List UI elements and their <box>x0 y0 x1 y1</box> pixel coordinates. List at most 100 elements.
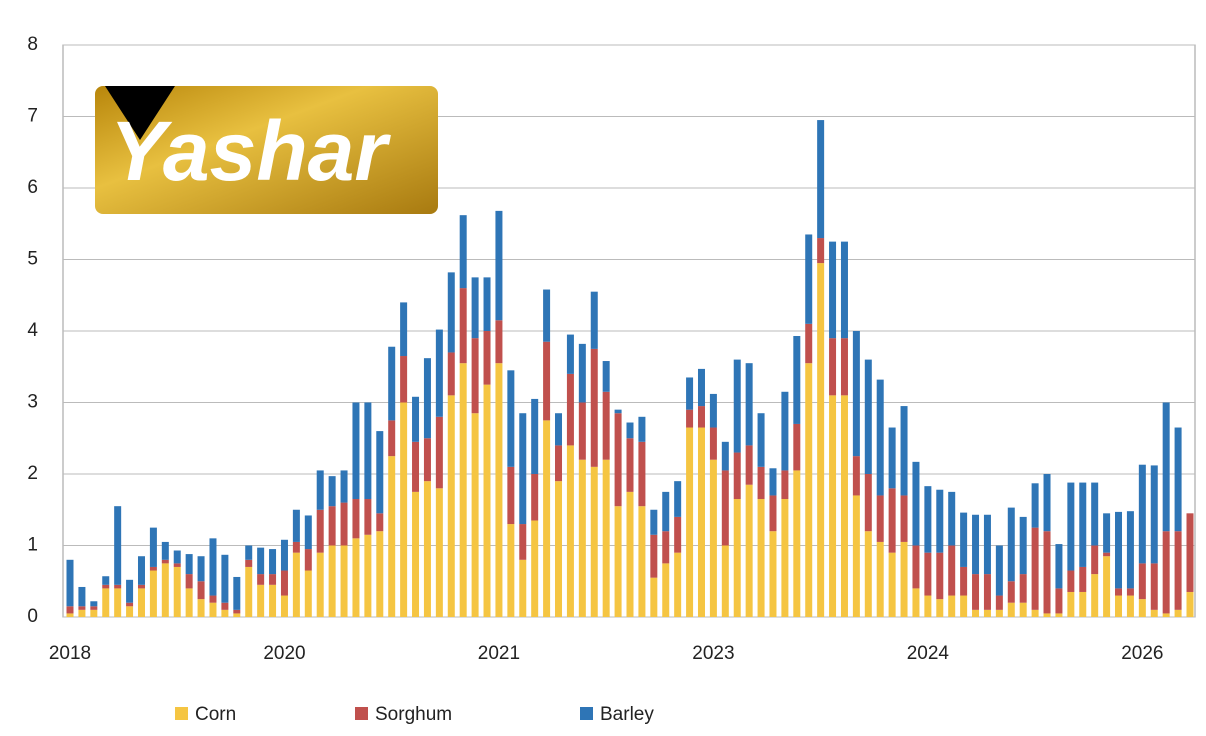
bar-segment <box>876 495 884 542</box>
bar-segment <box>1103 552 1111 557</box>
bar-segment <box>745 445 753 485</box>
bar-segment <box>960 512 968 567</box>
bar-segment <box>960 566 968 596</box>
bar-segment <box>412 491 420 617</box>
bar-segment <box>781 470 789 500</box>
bar-segment <box>566 445 574 617</box>
bar-segment <box>423 481 431 617</box>
bar-segment <box>650 534 658 578</box>
bar-segment <box>1007 581 1015 603</box>
bar-segment <box>221 609 229 617</box>
bar-segment <box>614 506 622 617</box>
bar-segment <box>912 461 920 546</box>
bar-segment <box>1043 474 1051 532</box>
bar-segment <box>78 609 86 617</box>
bar-segment <box>721 470 729 546</box>
bar-segment <box>686 409 694 428</box>
legend-swatch <box>580 707 593 720</box>
bar-segment <box>662 531 670 564</box>
bar-segment <box>388 420 396 457</box>
bar-segment <box>435 329 443 417</box>
bar-segment <box>269 584 277 617</box>
bar-segment <box>1126 588 1134 596</box>
bar-segment <box>531 520 539 617</box>
bar-segment <box>864 359 872 474</box>
y-tick-label: 8 <box>27 34 38 55</box>
bar-segment <box>876 379 884 496</box>
bar-segment <box>447 352 455 396</box>
bar-segment <box>829 395 837 617</box>
bar-segment <box>709 393 717 428</box>
bar-segment <box>340 502 348 546</box>
bar-segment <box>400 402 408 617</box>
logo-mark <box>105 86 175 140</box>
bar-segment <box>90 601 98 607</box>
legend-label: Barley <box>600 704 654 725</box>
bar-segment <box>1150 609 1158 617</box>
bar-segment <box>173 563 181 567</box>
bar-segment <box>972 609 980 617</box>
bar-segment <box>412 396 420 442</box>
bar-segment <box>817 238 825 264</box>
bar-segment <box>602 459 610 617</box>
bar-segment <box>983 574 991 610</box>
bar-segment <box>400 356 408 403</box>
y-tick-label: 6 <box>27 177 38 198</box>
bar-segment <box>924 552 932 596</box>
bar-segment <box>805 234 813 324</box>
bar-segment <box>340 470 348 503</box>
bar-segment <box>280 539 288 571</box>
logo-background <box>95 86 438 214</box>
bar-segment <box>269 549 277 575</box>
bar-segment <box>936 489 944 553</box>
bar-segment <box>1091 545 1099 575</box>
bar-segment <box>781 391 789 471</box>
bar-segment <box>1031 609 1039 617</box>
bar-segment <box>733 499 741 617</box>
bar-segment <box>102 576 110 585</box>
bar-segment <box>233 576 241 610</box>
bar-segment <box>1162 613 1170 617</box>
bar-segment <box>1138 563 1146 600</box>
bar-segment <box>280 595 288 617</box>
bar-segment <box>292 541 300 553</box>
bar-segment <box>114 588 122 617</box>
bar-segment <box>209 595 217 603</box>
bar-segment <box>137 584 145 589</box>
bar-segment <box>507 524 515 617</box>
bar-segment <box>149 570 157 617</box>
bar-segment <box>149 566 157 571</box>
bar-segment <box>769 468 777 496</box>
x-tick-label: 2020 <box>263 643 305 664</box>
bar-segment <box>1115 511 1123 589</box>
bar-segment <box>209 538 217 596</box>
bar-segment <box>888 427 896 489</box>
bar-segment <box>447 272 455 353</box>
bar-segment <box>245 559 253 567</box>
bar-segment <box>1067 591 1075 617</box>
bar-segment <box>864 531 872 617</box>
bar-segment <box>114 584 122 589</box>
bar-segment <box>1174 609 1182 617</box>
bar-segment <box>519 559 527 617</box>
x-tick-label: 2021 <box>478 643 520 664</box>
bar-segment <box>304 570 312 617</box>
bar-segment <box>1091 574 1099 617</box>
bar-segment <box>114 506 122 585</box>
bar-segment <box>197 599 205 617</box>
bar-segment <box>495 320 503 364</box>
bar-segment <box>78 606 86 610</box>
bar-segment <box>519 524 527 560</box>
bar-segment <box>697 406 705 428</box>
bar-segment <box>102 588 110 617</box>
bar-segment <box>1186 591 1194 617</box>
bar-segment <box>161 559 169 564</box>
bar-segment <box>578 402 586 460</box>
bar-segment <box>650 509 658 535</box>
bar-segment <box>697 427 705 617</box>
bar-segment <box>912 588 920 617</box>
bar-segment <box>149 527 157 567</box>
legend-swatch <box>175 707 188 720</box>
legend-swatch <box>355 707 368 720</box>
bar-segment <box>709 459 717 617</box>
